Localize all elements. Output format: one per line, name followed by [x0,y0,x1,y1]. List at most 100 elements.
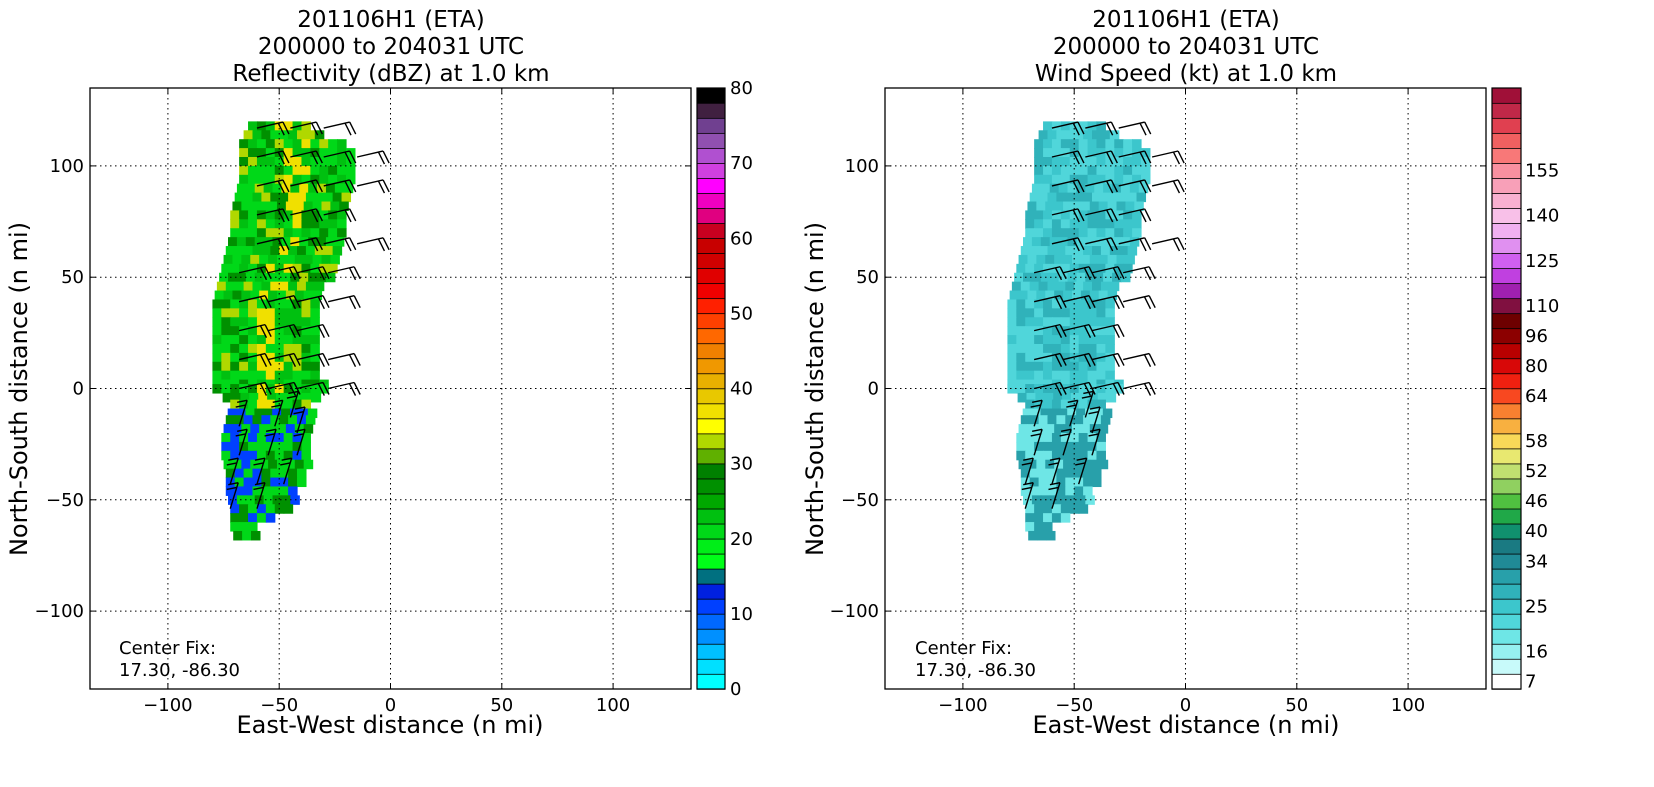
colorbar-cell [1491,553,1522,570]
wind-barb-feather [1081,395,1093,399]
field-cell [241,254,251,265]
field-cell [1056,477,1066,488]
field-cell [228,272,238,283]
field-cell [1123,165,1133,176]
field-cell [1060,174,1071,185]
wind-barbs [1021,121,1185,509]
field-cell [1043,157,1053,167]
field-cell [1025,228,1035,238]
field-cell [1078,228,1089,238]
field-cell [1043,450,1053,461]
field-cell [1078,165,1089,176]
field-cell [1123,148,1133,158]
field-cell [339,201,349,212]
field-cell [303,290,314,301]
chart-title-line-2: 200000 to 204031 UTC [258,34,524,60]
field-cell [1060,504,1071,514]
colorbar-cell [1491,237,1522,254]
field-cell [230,317,240,327]
field-cell [265,343,276,354]
wind-barb-shaft [238,400,248,427]
field-cell [1094,183,1104,194]
field-cell [1060,165,1071,176]
field-cell [248,139,258,149]
x-tick-label: 100 [596,695,630,716]
reflectivity-panel: 201106H1 (ETA) 200000 to 204031 UTC Refl… [5,7,753,739]
colorbar-cell [1491,373,1522,390]
field-cell [1043,326,1053,336]
field-cell [1034,219,1044,229]
field-cell [1100,281,1111,292]
field-cell [265,399,276,410]
field-cell [1053,392,1063,403]
field-cell [1123,219,1133,229]
field-cell [239,326,249,336]
field-cell [1102,408,1113,419]
field-cell [225,468,236,479]
field-cell [288,486,298,496]
wind-barb-feather [1048,462,1059,466]
field-cell [230,441,240,452]
field-cell [1078,450,1089,461]
wind-barb-feather [1172,151,1181,165]
field-cell [230,384,240,394]
field-cell [1123,157,1133,167]
colorbar-cell [696,658,726,675]
field-cell [337,228,347,238]
field-cell [301,317,311,327]
field-cell [256,139,267,149]
field-cell [293,392,304,403]
wind-barb-feather [377,238,386,252]
field-cell [1092,192,1102,203]
wind-barb-feather [288,354,297,367]
field-cell [305,246,316,256]
field-cell [1092,468,1102,479]
field-cell [1016,263,1026,274]
field-cell [212,335,222,345]
field-cell [1060,157,1071,167]
colorbar-cell [696,493,726,510]
field-cell [1043,384,1053,394]
field-cell [261,246,271,256]
field-cell [1009,290,1020,301]
field-cell [230,343,240,354]
field-cell [263,183,274,194]
field-cell [251,530,261,541]
field-cell [230,228,240,238]
field-cell [1018,290,1029,301]
field-cell [1043,504,1053,514]
wind-barb-feather [1054,325,1063,339]
field-cell [323,192,334,203]
field-cell [1054,201,1064,212]
wind-barb-feather [1089,406,1101,410]
field-cell [1078,370,1089,381]
field-cell [1020,468,1031,479]
field-cell [1107,290,1118,301]
field-cell [234,486,245,496]
field-cell [212,308,222,318]
field-cell [1140,174,1151,185]
center-fix-value: 17.30, -86.30 [119,660,240,681]
field-cell [1051,210,1062,220]
field-cell [1058,183,1069,194]
x-axis-label: East-West distance (n mi) [1032,711,1339,739]
colorbar-cell [696,478,726,495]
field-cell [1096,361,1106,372]
field-cell [222,392,233,403]
field-cell [301,157,311,167]
field-cell [1123,174,1133,185]
field-cell [245,183,256,194]
wind-barb-feather [1067,399,1078,404]
wind-barb-feather [322,382,330,395]
field-cell [1098,201,1109,212]
wind-barb-feather [1077,121,1085,135]
x-tick-label: −50 [260,695,298,716]
field-cell [1089,424,1100,434]
wind-barb-feather [1089,428,1101,432]
field-cell [294,459,305,470]
field-cell [314,281,325,292]
colorbar-cell [696,222,726,239]
wind-barb-feather [1072,151,1080,165]
wind-barb-feather [382,150,390,164]
field-cell [321,254,331,265]
